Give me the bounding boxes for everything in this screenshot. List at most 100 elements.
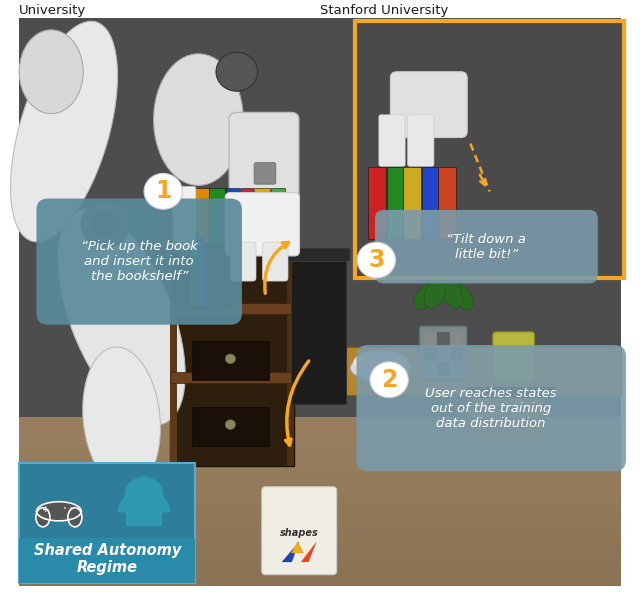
Text: University: University <box>19 4 86 17</box>
FancyBboxPatch shape <box>437 332 450 346</box>
FancyBboxPatch shape <box>254 188 270 242</box>
FancyBboxPatch shape <box>254 163 276 184</box>
FancyBboxPatch shape <box>19 518 621 527</box>
Ellipse shape <box>10 22 118 242</box>
FancyBboxPatch shape <box>19 476 621 486</box>
Ellipse shape <box>413 282 440 310</box>
FancyBboxPatch shape <box>356 345 626 471</box>
Circle shape <box>370 362 408 398</box>
FancyBboxPatch shape <box>437 362 450 376</box>
FancyBboxPatch shape <box>408 115 434 166</box>
FancyBboxPatch shape <box>19 463 195 583</box>
Ellipse shape <box>441 277 463 309</box>
FancyBboxPatch shape <box>170 242 177 466</box>
FancyBboxPatch shape <box>19 484 621 494</box>
FancyBboxPatch shape <box>19 434 621 444</box>
FancyBboxPatch shape <box>493 332 534 383</box>
FancyBboxPatch shape <box>287 242 294 466</box>
Circle shape <box>125 477 163 512</box>
FancyBboxPatch shape <box>19 560 621 569</box>
Ellipse shape <box>19 30 83 114</box>
Circle shape <box>92 211 120 237</box>
Text: “Tilt down a
little bit!”: “Tilt down a little bit!” <box>447 233 526 261</box>
Ellipse shape <box>447 282 474 310</box>
FancyBboxPatch shape <box>467 433 544 443</box>
FancyBboxPatch shape <box>229 112 299 210</box>
FancyBboxPatch shape <box>437 347 450 361</box>
FancyBboxPatch shape <box>19 576 621 586</box>
FancyBboxPatch shape <box>19 535 621 544</box>
FancyBboxPatch shape <box>19 501 621 511</box>
FancyBboxPatch shape <box>19 459 621 469</box>
FancyBboxPatch shape <box>355 21 624 278</box>
Ellipse shape <box>83 347 161 490</box>
FancyBboxPatch shape <box>291 251 346 404</box>
FancyBboxPatch shape <box>424 332 436 346</box>
FancyBboxPatch shape <box>19 551 621 561</box>
FancyBboxPatch shape <box>422 167 438 239</box>
FancyBboxPatch shape <box>467 397 544 407</box>
FancyBboxPatch shape <box>271 188 285 242</box>
Ellipse shape <box>351 354 411 382</box>
FancyBboxPatch shape <box>197 238 205 306</box>
FancyBboxPatch shape <box>230 242 256 281</box>
Circle shape <box>357 242 396 278</box>
FancyBboxPatch shape <box>209 188 225 242</box>
Text: 2: 2 <box>381 368 397 392</box>
Ellipse shape <box>36 508 50 527</box>
FancyBboxPatch shape <box>262 487 337 575</box>
FancyBboxPatch shape <box>19 426 621 435</box>
Circle shape <box>81 202 130 247</box>
FancyBboxPatch shape <box>19 509 621 519</box>
FancyBboxPatch shape <box>19 18 621 586</box>
Text: shapes: shapes <box>280 529 319 538</box>
Circle shape <box>144 173 182 209</box>
Ellipse shape <box>68 508 82 527</box>
FancyBboxPatch shape <box>19 538 195 583</box>
Text: Shared Autonomy
Regime: Shared Autonomy Regime <box>33 543 181 575</box>
Ellipse shape <box>434 270 453 303</box>
FancyBboxPatch shape <box>36 199 242 325</box>
Polygon shape <box>291 541 304 553</box>
FancyBboxPatch shape <box>170 303 294 314</box>
Circle shape <box>225 354 236 364</box>
FancyBboxPatch shape <box>170 372 294 383</box>
FancyBboxPatch shape <box>19 526 621 536</box>
FancyBboxPatch shape <box>191 232 198 306</box>
FancyBboxPatch shape <box>19 468 621 477</box>
Text: 3: 3 <box>368 248 385 272</box>
FancyBboxPatch shape <box>19 493 621 502</box>
FancyBboxPatch shape <box>195 188 209 242</box>
FancyBboxPatch shape <box>287 248 350 261</box>
FancyBboxPatch shape <box>419 326 467 380</box>
FancyBboxPatch shape <box>19 451 621 460</box>
FancyBboxPatch shape <box>241 188 253 242</box>
FancyBboxPatch shape <box>225 193 300 256</box>
Wedge shape <box>117 489 171 514</box>
Text: User reaches states
out of the training
data distribution: User reaches states out of the training … <box>426 387 557 429</box>
FancyBboxPatch shape <box>387 167 403 239</box>
FancyBboxPatch shape <box>178 188 194 242</box>
FancyBboxPatch shape <box>424 362 436 376</box>
FancyBboxPatch shape <box>390 72 467 138</box>
FancyBboxPatch shape <box>170 242 294 466</box>
FancyBboxPatch shape <box>333 347 621 395</box>
Polygon shape <box>282 541 300 562</box>
FancyBboxPatch shape <box>375 210 598 283</box>
FancyBboxPatch shape <box>173 234 231 310</box>
Text: +: + <box>42 505 50 514</box>
FancyBboxPatch shape <box>451 347 463 361</box>
Ellipse shape <box>36 502 81 521</box>
Ellipse shape <box>424 277 446 309</box>
Ellipse shape <box>353 350 408 373</box>
FancyBboxPatch shape <box>438 167 456 239</box>
FancyBboxPatch shape <box>467 387 557 398</box>
Ellipse shape <box>154 54 243 185</box>
FancyBboxPatch shape <box>19 543 621 553</box>
FancyBboxPatch shape <box>467 409 544 419</box>
FancyBboxPatch shape <box>192 407 269 446</box>
FancyBboxPatch shape <box>19 417 621 427</box>
FancyBboxPatch shape <box>19 443 621 452</box>
FancyBboxPatch shape <box>451 332 463 346</box>
Circle shape <box>225 420 236 429</box>
